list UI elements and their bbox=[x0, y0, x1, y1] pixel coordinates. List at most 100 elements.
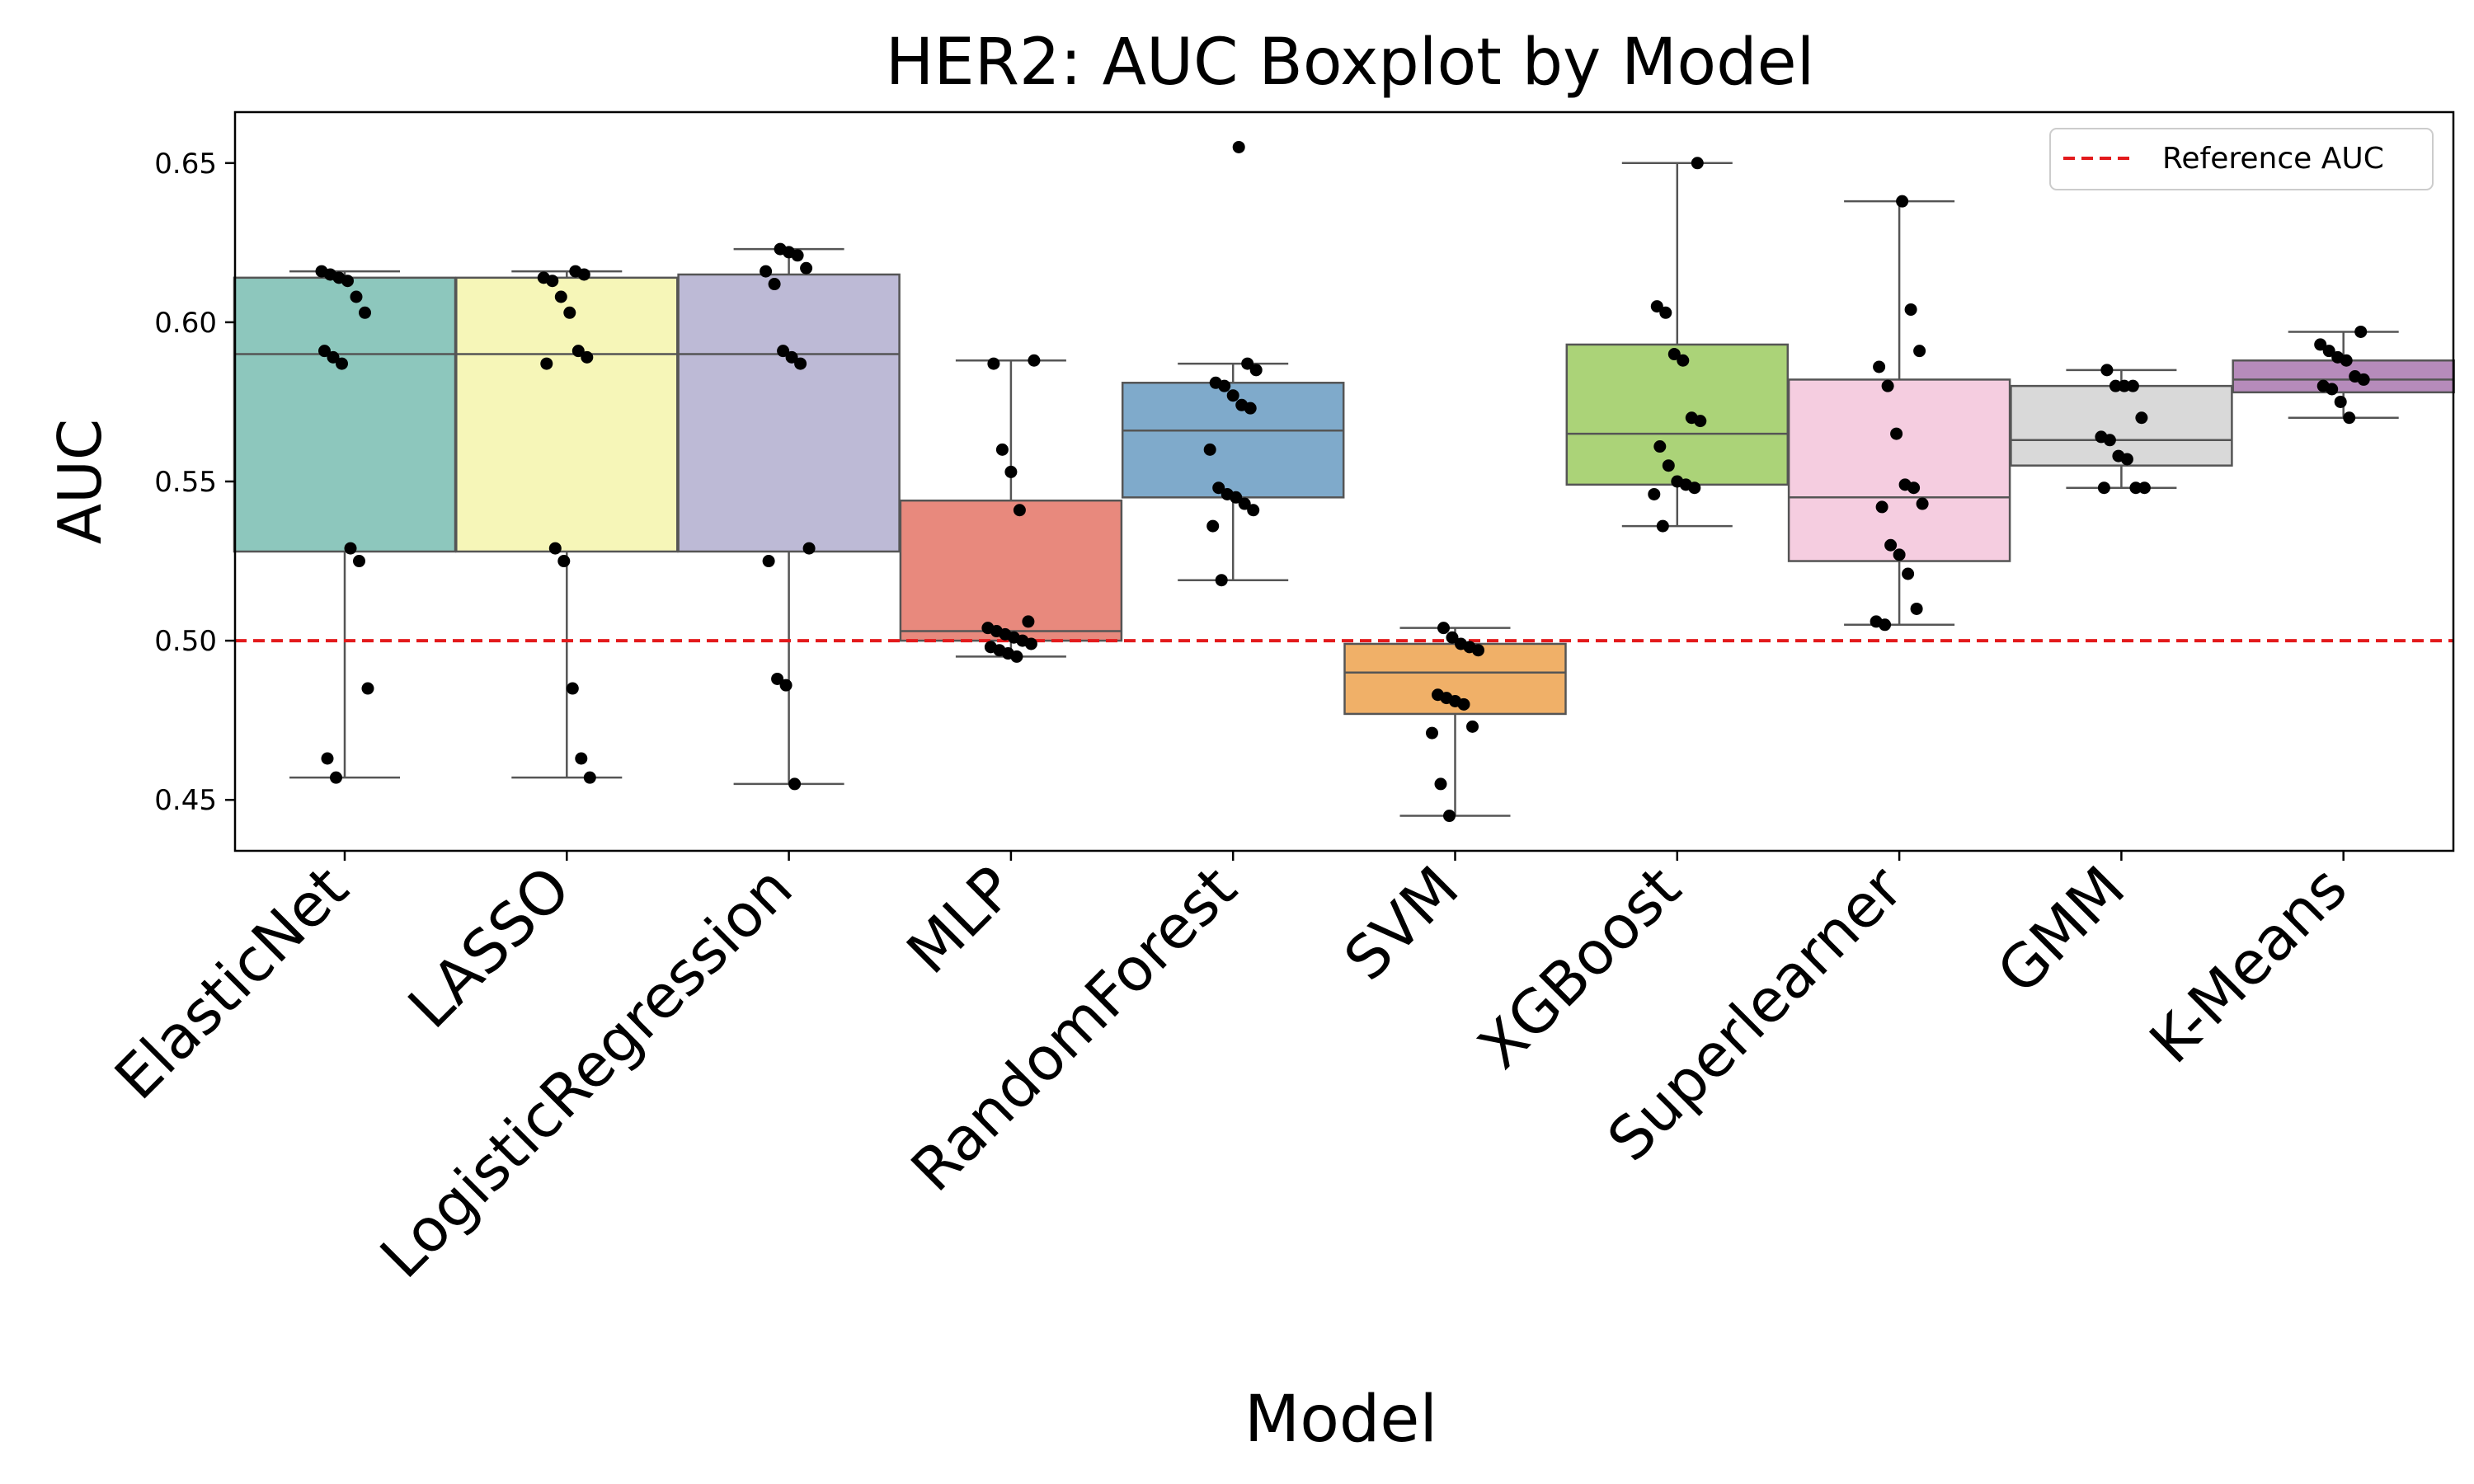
data-point bbox=[800, 261, 813, 275]
data-point bbox=[1881, 379, 1894, 392]
data-point bbox=[1244, 402, 1257, 415]
data-point bbox=[1875, 500, 1888, 514]
data-point bbox=[563, 306, 576, 319]
x-tick-label: SVM bbox=[1331, 853, 1471, 993]
data-point bbox=[1648, 487, 1661, 500]
data-point bbox=[777, 345, 790, 358]
y-tick-label: 0.45 bbox=[154, 784, 217, 817]
x-axis-label: Model bbox=[1244, 1383, 1437, 1457]
box-group bbox=[1121, 362, 1345, 581]
data-point bbox=[1659, 306, 1672, 319]
x-tick-label: LASSO bbox=[395, 853, 583, 1041]
data-point bbox=[785, 350, 798, 364]
data-point bbox=[571, 345, 585, 358]
data-point bbox=[1907, 481, 1921, 495]
data-point bbox=[2103, 434, 2116, 447]
data-point bbox=[1677, 354, 1690, 367]
data-point bbox=[2322, 345, 2335, 358]
data-point bbox=[1022, 615, 1035, 628]
data-point bbox=[1437, 622, 1450, 635]
y-tick-label: 0.65 bbox=[154, 148, 217, 181]
box-group bbox=[1343, 627, 1567, 817]
data-point bbox=[1238, 497, 1251, 510]
box bbox=[899, 499, 1123, 642]
data-point bbox=[330, 771, 342, 784]
data-point bbox=[1662, 459, 1675, 472]
data-point bbox=[2118, 379, 2131, 392]
data-point bbox=[1203, 443, 1216, 456]
data-point bbox=[581, 350, 594, 364]
y-axis-label: AUC bbox=[45, 419, 115, 544]
y-tick-label: 0.50 bbox=[154, 625, 217, 658]
y-tick-label: 0.55 bbox=[154, 466, 217, 499]
data-point bbox=[1226, 389, 1239, 402]
data-point bbox=[546, 275, 559, 288]
data-point bbox=[771, 672, 784, 685]
data-point bbox=[2129, 481, 2142, 495]
x-tick-label: XGBoost bbox=[1465, 853, 1693, 1082]
data-point bbox=[344, 542, 357, 555]
box-group bbox=[455, 270, 679, 779]
box bbox=[1565, 343, 1790, 486]
box-group bbox=[677, 247, 901, 786]
data-point bbox=[802, 542, 816, 555]
data-point bbox=[1028, 354, 1041, 367]
data-point bbox=[359, 306, 371, 319]
chart-title: HER2: AUC Boxplot by Model bbox=[886, 26, 1814, 100]
boxes-layer bbox=[233, 162, 2455, 817]
data-point bbox=[336, 357, 348, 370]
data-point bbox=[1247, 504, 1260, 517]
data-point bbox=[540, 357, 553, 370]
data-point bbox=[1691, 157, 1704, 170]
data-point bbox=[575, 752, 588, 765]
data-point bbox=[321, 752, 334, 765]
y-tick-label: 0.60 bbox=[154, 307, 217, 340]
data-point bbox=[557, 555, 571, 568]
data-point bbox=[327, 350, 340, 364]
box bbox=[455, 276, 679, 553]
data-point bbox=[2097, 481, 2110, 495]
data-point bbox=[1472, 644, 1484, 657]
data-point bbox=[1650, 300, 1663, 313]
data-point bbox=[350, 290, 363, 303]
data-point bbox=[1656, 519, 1669, 533]
data-point bbox=[1232, 140, 1245, 153]
data-point bbox=[554, 290, 567, 303]
box-group bbox=[233, 270, 457, 779]
data-point bbox=[1446, 631, 1459, 644]
data-point bbox=[566, 682, 579, 695]
data-point bbox=[2354, 325, 2368, 338]
data-point bbox=[2357, 373, 2370, 386]
data-point bbox=[318, 345, 331, 358]
x-tick-label: K-Means bbox=[2137, 853, 2360, 1077]
data-point bbox=[1884, 538, 1898, 552]
data-point bbox=[1443, 810, 1456, 823]
data-point bbox=[995, 443, 1009, 456]
data-point bbox=[1457, 697, 1470, 711]
data-point bbox=[768, 278, 781, 291]
box-group bbox=[1565, 162, 1790, 528]
data-point bbox=[1902, 567, 1915, 580]
x-tick-label: GMM bbox=[1984, 853, 2138, 1007]
data-point bbox=[1653, 440, 1667, 453]
data-point bbox=[1206, 519, 1220, 533]
data-point bbox=[353, 555, 365, 568]
data-point bbox=[1910, 602, 1923, 615]
data-point bbox=[1010, 650, 1023, 663]
data-point bbox=[1212, 481, 1225, 495]
x-tick-label: ElasticNet bbox=[101, 853, 361, 1113]
data-point bbox=[583, 771, 596, 784]
legend: Reference AUC bbox=[2049, 128, 2434, 190]
legend-reference-label: Reference AUC bbox=[2162, 142, 2384, 176]
data-point bbox=[1218, 379, 1231, 392]
data-point bbox=[779, 679, 793, 692]
data-point bbox=[341, 275, 354, 288]
data-point bbox=[1434, 777, 1447, 791]
data-point bbox=[1879, 618, 1892, 632]
data-point bbox=[1667, 348, 1681, 361]
data-point bbox=[1916, 497, 1929, 510]
data-point bbox=[1896, 195, 1909, 208]
box bbox=[677, 273, 901, 553]
data-point bbox=[762, 555, 775, 568]
